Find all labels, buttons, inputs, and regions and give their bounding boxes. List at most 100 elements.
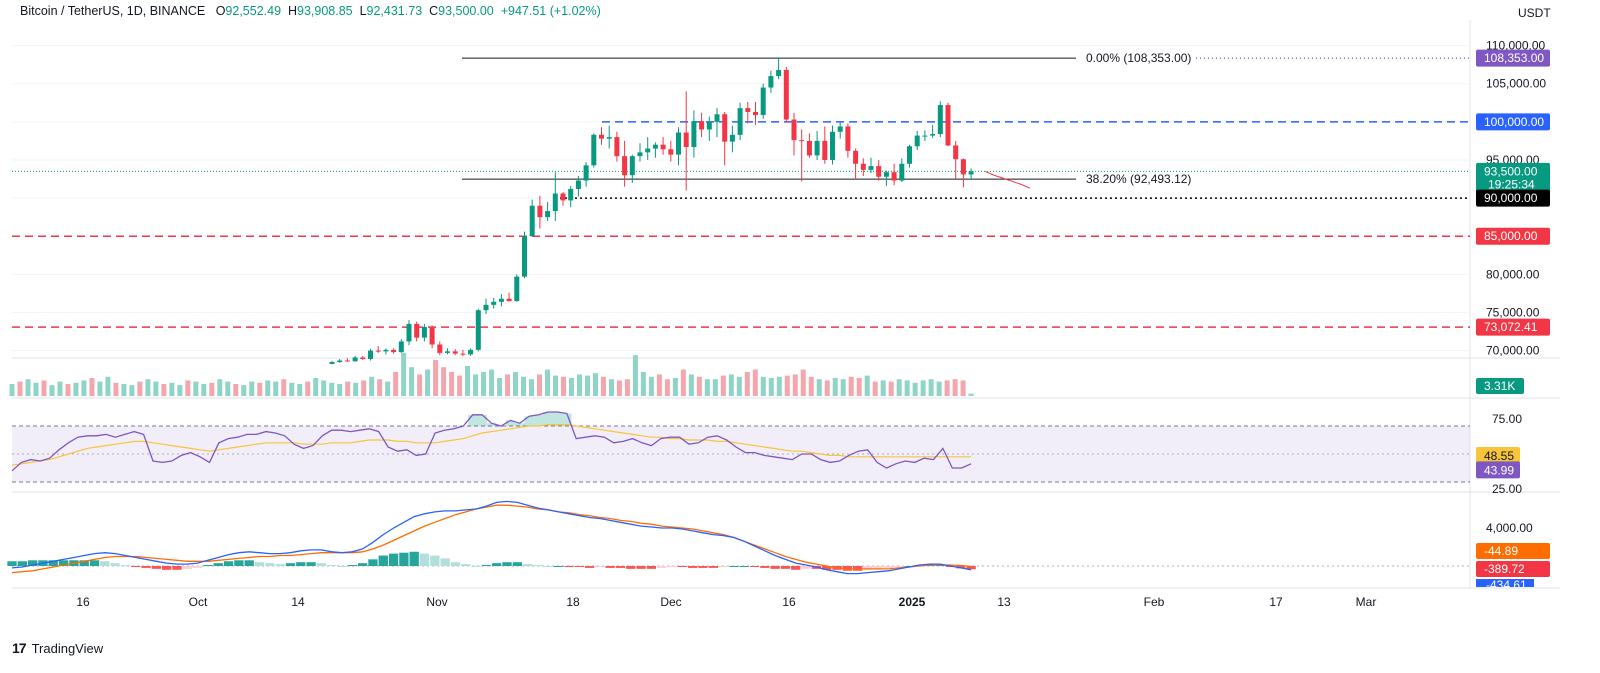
candle-body <box>783 70 789 120</box>
candle-body <box>483 304 489 311</box>
macd-histogram-bar <box>657 566 667 568</box>
macd-histogram-bar <box>337 566 347 567</box>
price-tag-label: 93,500.00 <box>1484 164 1538 178</box>
currency-label[interactable]: USDT <box>1518 6 1551 20</box>
volume-bar <box>393 372 399 396</box>
volume-bar <box>153 381 159 396</box>
price-tag-label: 100,000.00 <box>1484 115 1544 129</box>
macd-histogram-bar <box>409 551 419 566</box>
candle-body <box>498 298 504 302</box>
volume-bar <box>497 378 503 396</box>
candle-body <box>606 137 612 139</box>
macd-histogram-bar <box>327 565 337 567</box>
volume-bar <box>305 381 311 396</box>
rsi-tag-label: 43.99 <box>1484 463 1514 477</box>
macd-histogram-bar <box>584 566 595 568</box>
volume-bar <box>560 376 566 396</box>
volume-bar <box>441 367 447 396</box>
volume-bar <box>345 381 351 396</box>
candle-body <box>714 114 720 122</box>
candle-body <box>945 105 951 146</box>
volume-bar <box>928 379 934 396</box>
candle-body <box>368 350 373 359</box>
volume-bar <box>177 385 183 396</box>
symbol-name[interactable]: Bitcoin / TetherUS, 1D, BINANCE <box>20 4 206 18</box>
macd-histogram-bar <box>192 566 203 568</box>
candle-body <box>853 150 859 164</box>
volume-bar <box>145 379 151 396</box>
x-axis-label: 17 <box>1269 595 1283 609</box>
macd-histogram-bar <box>646 566 657 569</box>
macd-histogram-bar <box>120 565 131 567</box>
rsi-tick-label: 75.00 <box>1492 412 1522 426</box>
volume-bar <box>608 379 614 396</box>
macd-tag-label: -389.72 <box>1484 562 1525 576</box>
macd-histogram-bar <box>7 561 17 566</box>
volume-bar <box>792 374 798 396</box>
x-axis-label: Feb <box>1144 595 1165 609</box>
volume-bar <box>33 382 39 396</box>
macd-histogram-bar <box>718 566 729 567</box>
macd-histogram-bar <box>698 566 708 568</box>
candle-body <box>344 360 350 362</box>
candle-body <box>529 205 535 237</box>
macd-histogram-bar <box>357 563 368 566</box>
macd-histogram-bar <box>492 563 502 566</box>
candle-body <box>837 126 843 132</box>
rsi-tag <box>1476 461 1520 479</box>
macd-histogram-bar <box>440 558 450 566</box>
candle-body <box>460 353 466 355</box>
macd-histogram-bar <box>749 566 760 567</box>
rsi-line <box>11 411 972 472</box>
volume-bar <box>952 379 958 396</box>
volume-bar <box>568 378 574 396</box>
macd-histogram-bar <box>533 565 543 567</box>
candle-body <box>491 301 497 305</box>
candle-body <box>706 121 712 130</box>
macd-histogram-bar <box>873 566 883 569</box>
volume-bar <box>265 380 271 396</box>
volume-bar <box>385 381 391 396</box>
macd-histogram-bar <box>966 566 976 570</box>
volume-bar <box>249 381 255 396</box>
candle-body <box>429 326 435 345</box>
candle-body <box>791 119 797 141</box>
volume-bar <box>409 367 415 396</box>
volume-bar <box>281 379 287 396</box>
volume-bar <box>576 374 582 396</box>
volume-bar <box>584 375 590 396</box>
candle-body <box>437 344 443 353</box>
volume-bar <box>856 378 862 396</box>
candle-body <box>722 114 728 142</box>
macd-histogram-bar <box>481 565 492 567</box>
volume-bar <box>209 382 215 396</box>
x-axis-label: Mar <box>1356 595 1377 609</box>
volume-bar <box>513 372 519 396</box>
candle-body <box>360 357 366 359</box>
macd-histogram-bar <box>306 562 316 566</box>
volume-bar <box>465 366 471 396</box>
macd-histogram-bar <box>296 562 306 566</box>
volume-bar <box>544 369 550 396</box>
rsi-overbought-fill <box>552 412 563 426</box>
macd-histogram-bar <box>770 566 780 569</box>
macd-histogram-bar <box>265 563 275 566</box>
candle-body <box>337 360 343 363</box>
price-tag-label: 85,000.00 <box>1484 229 1538 243</box>
candle-body <box>552 193 558 212</box>
macd-histogram-bar <box>553 566 564 567</box>
volume-bar <box>481 372 487 396</box>
volume-bar <box>505 374 511 396</box>
macd-histogram-bar <box>760 566 770 568</box>
fib-level-label: 0.00% (108,353.00) <box>1086 51 1191 65</box>
rsi-band <box>12 426 1470 482</box>
candle-body <box>352 357 358 362</box>
candle-body <box>899 163 905 181</box>
price-tick-label: 75,000.00 <box>1486 305 1540 319</box>
candle-body <box>876 166 882 177</box>
macd-signal-tag <box>1476 543 1550 559</box>
volume-bar <box>521 376 527 396</box>
x-axis-label: 16 <box>76 595 90 609</box>
